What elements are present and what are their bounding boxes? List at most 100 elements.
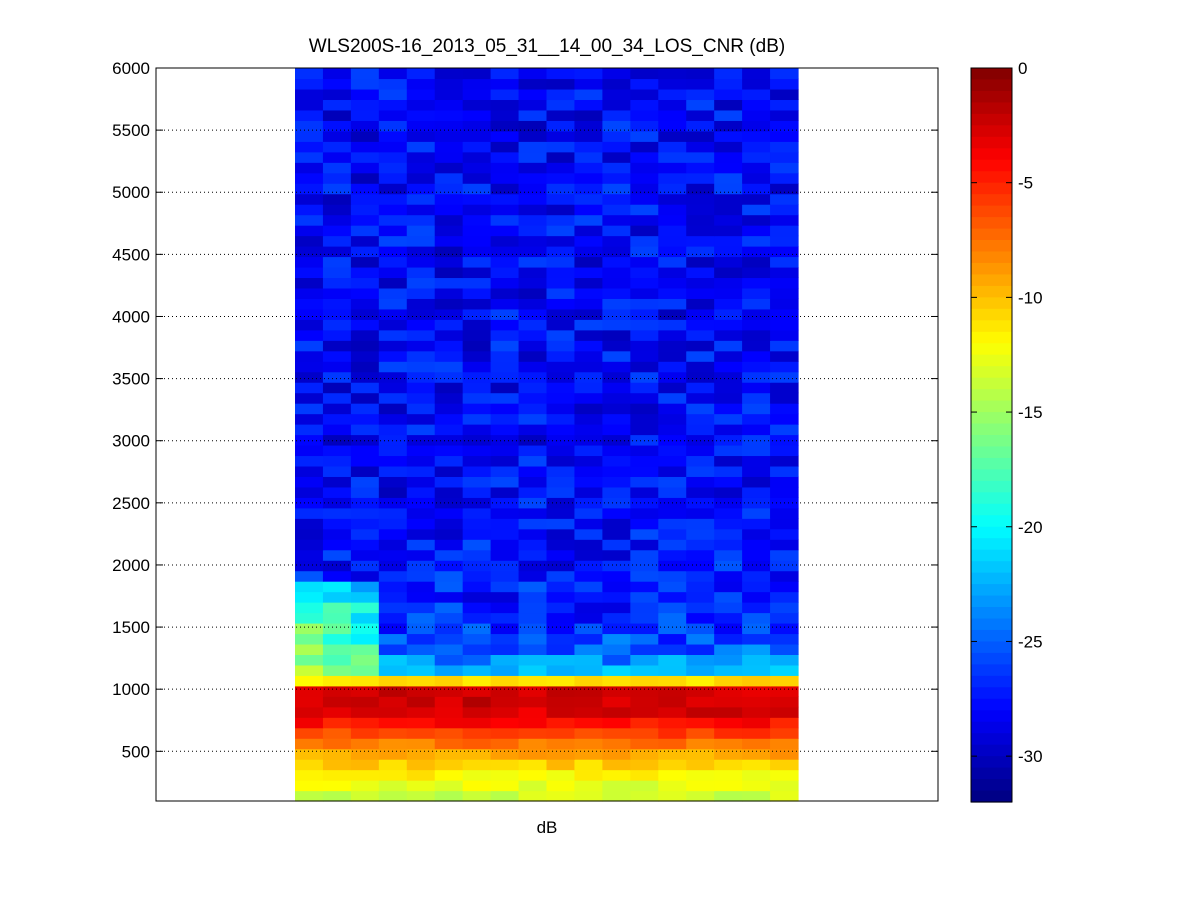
heatmap-cell bbox=[406, 130, 436, 142]
heatmap-cell bbox=[406, 434, 436, 446]
heatmap-cell bbox=[322, 298, 352, 310]
heatmap-cell bbox=[658, 780, 687, 792]
heatmap-cell bbox=[770, 183, 799, 195]
heatmap-cell bbox=[602, 727, 631, 739]
heatmap-cell bbox=[462, 486, 492, 498]
heatmap-cell bbox=[602, 130, 631, 142]
colorbar-step bbox=[971, 469, 1012, 482]
colorbar-tick-label: -30 bbox=[1018, 747, 1043, 766]
heatmap-cell bbox=[378, 664, 408, 676]
heatmap-cell bbox=[462, 581, 492, 593]
heatmap-cell bbox=[406, 602, 436, 614]
heatmap-cell bbox=[742, 193, 771, 205]
heatmap-cell bbox=[518, 183, 548, 195]
heatmap-cell bbox=[434, 539, 464, 551]
heatmap-cell bbox=[714, 99, 743, 111]
heatmap-cell bbox=[490, 256, 520, 268]
heatmap-cell bbox=[574, 790, 603, 802]
heatmap-cell bbox=[434, 685, 464, 697]
heatmap-cell bbox=[350, 612, 380, 624]
heatmap-cell bbox=[686, 759, 715, 771]
heatmap-cell bbox=[686, 350, 715, 362]
heatmap-cell bbox=[770, 361, 799, 373]
heatmap-cell bbox=[574, 350, 603, 362]
heatmap-cell bbox=[350, 664, 380, 676]
heatmap-cell bbox=[602, 476, 631, 488]
heatmap-cell bbox=[630, 308, 659, 320]
heatmap-cell bbox=[378, 654, 408, 666]
heatmap-cell bbox=[434, 476, 464, 488]
colorbar-step bbox=[971, 744, 1012, 757]
heatmap-cell bbox=[770, 68, 799, 80]
heatmap-cell bbox=[714, 560, 743, 572]
heatmap-cell bbox=[406, 476, 436, 488]
heatmap-cell bbox=[322, 581, 352, 593]
heatmap-cell bbox=[742, 371, 771, 383]
heatmap-cell bbox=[378, 612, 408, 624]
heatmap-cell bbox=[406, 214, 436, 226]
heatmap-cell bbox=[770, 193, 799, 205]
heatmap-cell bbox=[322, 664, 352, 676]
heatmap-cell bbox=[322, 88, 352, 101]
heatmap-cell bbox=[406, 298, 436, 310]
heatmap-cell bbox=[546, 570, 576, 582]
heatmap-cell bbox=[630, 204, 659, 216]
heatmap-cell bbox=[518, 643, 548, 655]
heatmap-cell bbox=[714, 434, 743, 446]
heatmap-cell bbox=[574, 256, 603, 268]
heatmap-cell bbox=[295, 685, 324, 697]
heatmap-cell bbox=[546, 748, 576, 760]
heatmap-cell bbox=[742, 654, 771, 666]
heatmap-cell bbox=[322, 643, 352, 655]
colorbar-step bbox=[971, 526, 1012, 539]
heatmap-cell bbox=[574, 382, 603, 394]
heatmap-cell bbox=[630, 560, 659, 572]
heatmap-cell bbox=[490, 308, 520, 320]
heatmap-cell bbox=[686, 193, 715, 205]
heatmap-cell bbox=[658, 748, 687, 760]
heatmap-cell bbox=[322, 738, 352, 750]
heatmap-cell bbox=[686, 434, 715, 446]
heatmap-cell bbox=[350, 633, 380, 645]
heatmap-cell bbox=[742, 717, 771, 729]
heatmap-cell bbox=[462, 759, 492, 771]
heatmap-cell bbox=[434, 225, 464, 237]
heatmap-cell bbox=[546, 476, 576, 488]
heatmap-cell bbox=[770, 434, 799, 446]
heatmap-cell bbox=[378, 706, 408, 718]
heatmap-cell bbox=[462, 403, 492, 415]
heatmap-cell bbox=[378, 88, 408, 101]
heatmap-cell bbox=[686, 120, 715, 132]
heatmap-cell bbox=[546, 675, 576, 687]
heatmap-cell bbox=[295, 109, 324, 121]
heatmap-cell bbox=[434, 151, 464, 163]
heatmap-cell bbox=[434, 109, 464, 121]
heatmap-cell bbox=[406, 696, 436, 708]
heatmap-cell bbox=[350, 308, 380, 320]
heatmap-cell bbox=[574, 654, 603, 666]
heatmap-cell bbox=[518, 266, 548, 279]
heatmap-cell bbox=[462, 549, 492, 561]
heatmap-cell bbox=[518, 654, 548, 666]
heatmap-cell bbox=[770, 403, 799, 415]
heatmap-cell bbox=[602, 528, 631, 540]
colorbar-step bbox=[971, 515, 1012, 528]
heatmap-cell bbox=[658, 266, 687, 279]
heatmap-cell bbox=[686, 507, 715, 519]
heatmap-cell bbox=[574, 455, 603, 467]
heatmap-cell bbox=[322, 685, 352, 697]
heatmap-cell bbox=[434, 633, 464, 645]
heatmap-cell bbox=[546, 612, 576, 624]
heatmap-cell bbox=[406, 717, 436, 729]
heatmap-cell bbox=[434, 256, 464, 268]
heatmap-cell bbox=[630, 434, 659, 446]
heatmap-cell bbox=[490, 298, 520, 310]
heatmap-cell bbox=[350, 560, 380, 572]
heatmap-cell bbox=[658, 769, 687, 781]
heatmap-cell bbox=[322, 706, 352, 718]
heatmap-cell bbox=[686, 204, 715, 216]
heatmap-cell bbox=[770, 643, 799, 655]
heatmap-cell bbox=[714, 424, 743, 436]
heatmap-cell bbox=[574, 68, 603, 80]
heatmap-cell bbox=[546, 643, 576, 655]
